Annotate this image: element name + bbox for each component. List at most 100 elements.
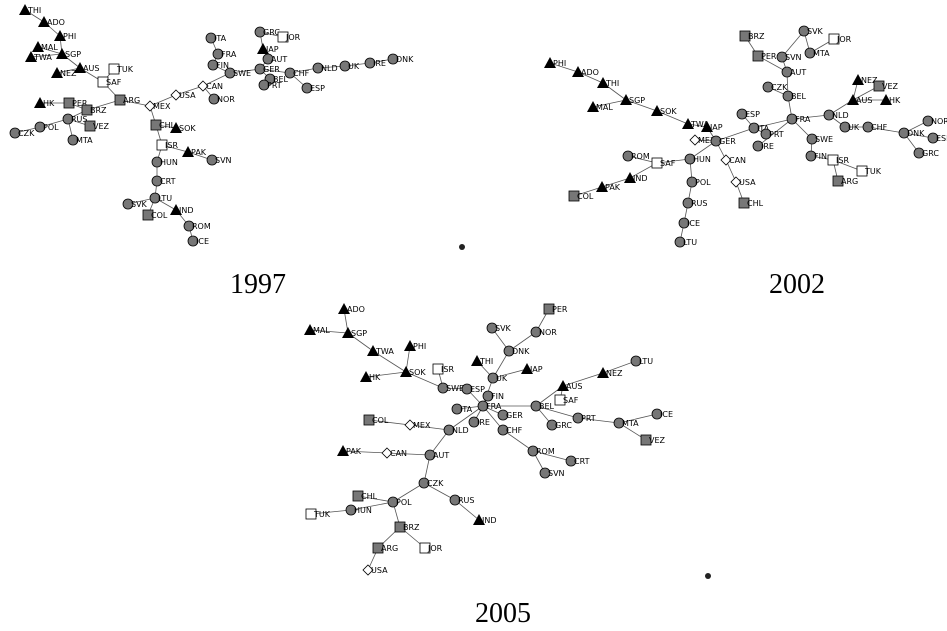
node-label: CRT <box>574 457 590 466</box>
triangle-node <box>544 57 556 68</box>
circle-node <box>345 504 357 516</box>
node-label: NEZ <box>861 76 878 85</box>
circle-node <box>205 32 217 44</box>
circle-node <box>736 108 748 120</box>
node-label: ESP <box>936 134 947 143</box>
node-label: IRE <box>761 142 774 151</box>
diamond-node <box>720 154 732 166</box>
node-label: HK <box>43 99 55 108</box>
circle-node <box>613 417 625 429</box>
gray-square-node <box>394 521 406 533</box>
node-label: CAN <box>206 82 223 91</box>
node-label: SGP <box>65 50 81 59</box>
circle-node <box>839 121 851 133</box>
node-label: HUN <box>354 506 372 515</box>
node-label: USA <box>179 91 196 100</box>
triangle-node <box>34 97 46 108</box>
circle-node <box>151 156 163 168</box>
node-label: MEX <box>413 421 431 430</box>
circle-node <box>482 390 494 402</box>
circle-node <box>122 198 134 210</box>
node-label: LTU <box>683 238 697 247</box>
node-label: CRT <box>160 177 176 186</box>
triangle-node <box>471 355 483 366</box>
node-label: IND <box>633 174 648 183</box>
edge <box>502 429 534 452</box>
node-label: NLD <box>321 64 338 73</box>
edge <box>753 118 793 129</box>
node-label: IND <box>179 206 194 215</box>
triangle-node <box>342 327 354 338</box>
circle-node <box>486 322 498 334</box>
triangle-node <box>624 172 636 183</box>
circle-node <box>461 383 473 395</box>
circle-node <box>682 197 694 209</box>
node-label: ISR <box>441 365 454 374</box>
circle-node <box>206 154 218 166</box>
node-label: UK <box>496 374 508 383</box>
node-label: FIN <box>491 392 504 401</box>
edge <box>310 509 352 515</box>
circle-node <box>862 121 874 133</box>
white-square-node <box>432 363 444 375</box>
circle-node <box>207 59 219 71</box>
circle-node <box>565 455 577 467</box>
node-label: THI <box>605 79 619 88</box>
triangle-node <box>572 66 584 77</box>
node-label: NLD <box>832 111 849 120</box>
circle-node <box>262 53 274 65</box>
triangle-node <box>597 367 609 378</box>
edge <box>405 371 444 389</box>
node-label: MAL <box>596 103 613 112</box>
edge <box>602 360 637 374</box>
circle-node <box>678 217 690 229</box>
triangle-node <box>847 94 859 105</box>
node-label: PHI <box>413 342 426 351</box>
circle-node <box>187 235 199 247</box>
white-square-node <box>108 63 120 75</box>
node-label: AUT <box>271 55 287 64</box>
triangle-node <box>404 340 416 351</box>
edge <box>757 118 793 147</box>
node-label: NOR <box>539 328 557 337</box>
circle-node <box>387 53 399 65</box>
triangle-node <box>701 121 713 132</box>
edge <box>350 501 394 511</box>
triangle-node <box>304 324 316 335</box>
node-label: HUN <box>160 158 178 167</box>
gray-square-node <box>363 414 375 426</box>
circle-node <box>922 115 934 127</box>
node-label: BEL <box>539 402 555 411</box>
gray-square-node <box>114 94 126 106</box>
edge <box>492 368 528 379</box>
diamond-node <box>144 100 156 112</box>
node-label: BRZ <box>748 32 765 41</box>
edge <box>392 482 425 503</box>
node-label: TUK <box>864 167 882 176</box>
panel-title: 2005 <box>475 598 531 629</box>
circle-node <box>752 140 764 152</box>
edge <box>867 126 905 134</box>
circle-node <box>497 424 509 436</box>
edge <box>175 85 204 96</box>
node-label: MTA <box>76 136 93 145</box>
node-label: SVK <box>131 200 148 209</box>
circle-node <box>710 135 722 147</box>
node-label: IRE <box>373 59 386 68</box>
circle-node <box>254 63 266 75</box>
circle-node <box>451 403 463 415</box>
node-label: SAF <box>106 78 122 87</box>
gray-square-node <box>568 190 580 202</box>
node-label: CZK <box>18 129 35 138</box>
gray-square-node <box>84 120 96 132</box>
white-square-node <box>554 394 566 406</box>
node-label: MTA <box>813 49 830 58</box>
edge <box>342 450 388 454</box>
node-label: PAK <box>191 148 207 157</box>
circle-node <box>674 236 686 248</box>
node-label: BRZ <box>90 106 107 115</box>
edge <box>86 99 121 111</box>
node-label: CZK <box>771 83 788 92</box>
white-square-node <box>651 157 663 169</box>
triangle-node <box>74 62 86 73</box>
